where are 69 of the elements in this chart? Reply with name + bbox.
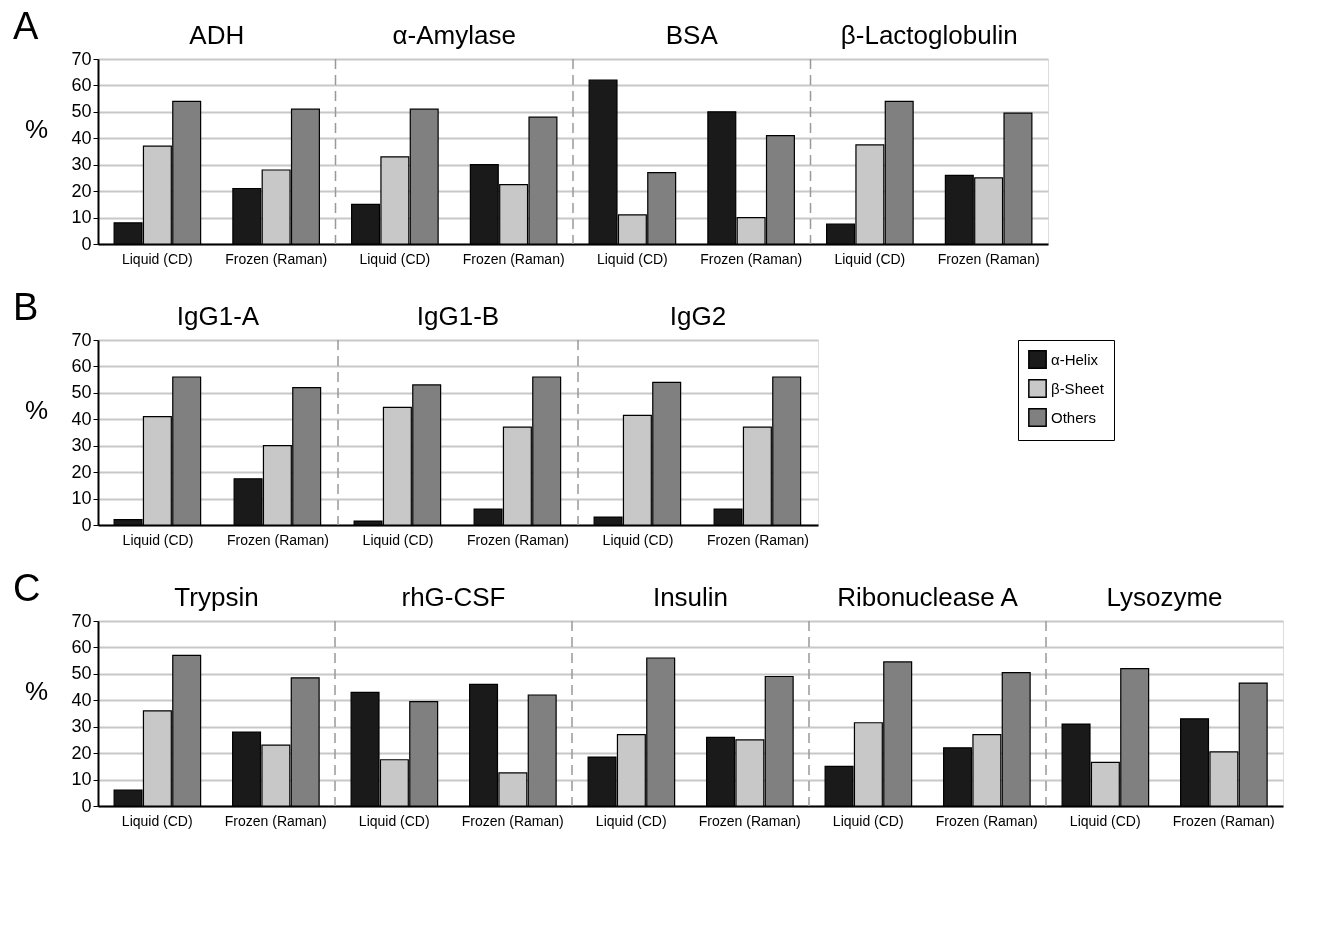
x-tick-label: Frozen (Raman) — [227, 531, 329, 548]
x-tick-label: Frozen (Raman) — [461, 812, 564, 829]
y-tick-label: 50 — [71, 382, 92, 403]
y-tick-label: 30 — [71, 435, 92, 456]
y-tick-label: 40 — [71, 127, 92, 148]
y-tick-label: 50 — [71, 663, 92, 684]
y-tick-label: 60 — [71, 355, 92, 376]
text: BSA — [665, 20, 719, 50]
x-tick-label: Frozen (Raman) — [700, 250, 803, 267]
x-tick-label: Liquid (CD) — [834, 250, 906, 267]
x-tick-label: Frozen (Raman) — [1172, 812, 1275, 829]
x-tick-label: Frozen (Raman) — [224, 812, 327, 829]
x-tick-label: Frozen (Raman) — [937, 250, 1040, 267]
y-axis-title: % — [24, 394, 49, 425]
text: A — [13, 5, 39, 47]
y-tick-label: 10 — [71, 207, 92, 228]
y-tick-label: 60 — [71, 636, 92, 657]
text: β-Lactoglobulin — [840, 20, 1018, 50]
y-tick-label: 40 — [71, 408, 92, 429]
text: Trypsin — [174, 582, 259, 612]
text: IgG1-B — [416, 301, 500, 331]
x-tick-label: Frozen (Raman) — [225, 250, 328, 267]
y-tick-label: 20 — [71, 461, 92, 482]
y-tick-label: 50 — [71, 101, 92, 122]
text: C — [13, 567, 41, 609]
x-tick-label: Liquid (CD) — [1069, 812, 1141, 829]
text: Ribonuclease A — [837, 582, 1019, 612]
text: rhG-CSF — [401, 582, 506, 612]
y-tick-label: 10 — [71, 769, 92, 790]
y-tick-label: 10 — [71, 488, 92, 509]
x-tick-label: Liquid (CD) — [121, 250, 193, 267]
x-tick-label: Liquid (CD) — [596, 250, 668, 267]
y-axis-title: % — [24, 675, 49, 706]
y-tick-label: 0 — [81, 514, 92, 535]
x-tick-label: Liquid (CD) — [595, 812, 667, 829]
y-tick-label: 60 — [71, 74, 92, 95]
x-tick-label: Frozen (Raman) — [698, 812, 801, 829]
x-tick-label: Frozen (Raman) — [935, 812, 1038, 829]
y-tick-label: 70 — [71, 610, 92, 631]
y-tick-label: 70 — [71, 48, 92, 69]
y-tick-label: 30 — [71, 154, 92, 175]
y-tick-label: 20 — [71, 180, 92, 201]
x-tick-label: Liquid (CD) — [121, 812, 193, 829]
text: ADH — [189, 20, 245, 50]
text: Lysozyme — [1106, 582, 1223, 612]
x-tick-label: Liquid (CD) — [122, 531, 194, 548]
x-tick-label: Frozen (Raman) — [467, 531, 569, 548]
x-tick-label: Liquid (CD) — [362, 531, 434, 548]
text: α-Amylase — [392, 20, 516, 50]
legend-label: Others — [1051, 408, 1097, 426]
y-axis-title: % — [24, 113, 49, 144]
y-tick-label: 20 — [71, 742, 92, 763]
x-tick-label: Liquid (CD) — [358, 812, 430, 829]
x-tick-label: Liquid (CD) — [359, 250, 431, 267]
text: IgG1-A — [176, 301, 260, 331]
y-tick-label: 0 — [81, 233, 92, 254]
y-tick-label: 0 — [81, 795, 92, 816]
x-tick-label: Frozen (Raman) — [707, 531, 809, 548]
y-tick-label: 70 — [71, 329, 92, 350]
text: Insulin — [652, 582, 729, 612]
text: IgG2 — [669, 301, 727, 331]
y-tick-label: 30 — [71, 716, 92, 737]
x-tick-label: Frozen (Raman) — [462, 250, 565, 267]
legend-label: β-Sheet — [1051, 379, 1105, 397]
y-tick-label: 40 — [71, 689, 92, 710]
legend-label: α-Helix — [1051, 350, 1099, 368]
x-tick-label: Liquid (CD) — [602, 531, 674, 548]
x-tick-label: Liquid (CD) — [832, 812, 904, 829]
text: B — [13, 286, 39, 328]
